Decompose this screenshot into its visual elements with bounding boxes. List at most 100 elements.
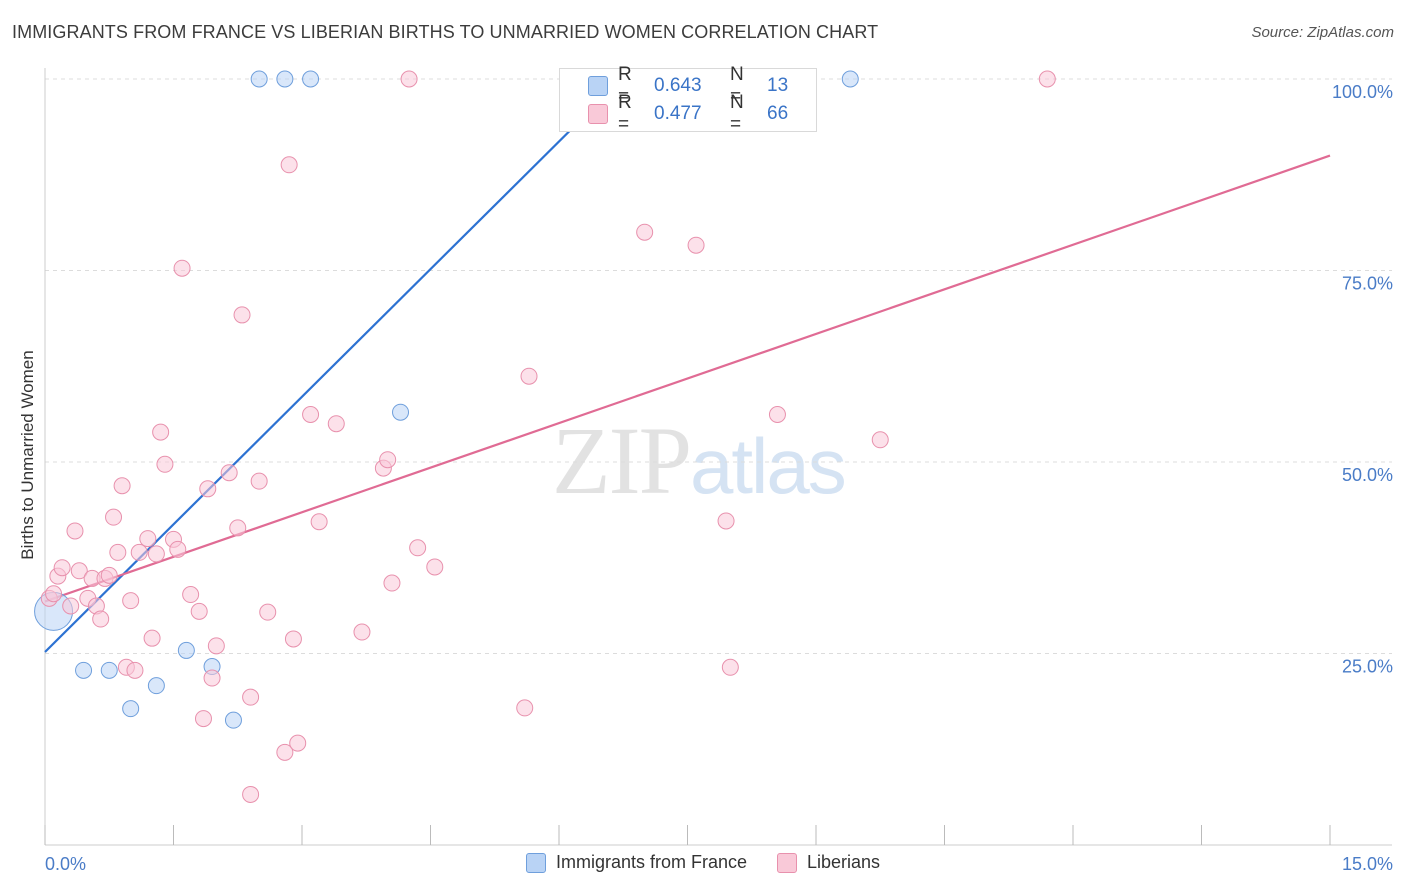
watermark-zip: ZIP [552,407,692,514]
france-trend-line [44,78,623,653]
liberians-point-43 [284,630,302,648]
liberians-point-18 [126,661,144,679]
legend-swatch-france [525,852,546,873]
liberians-point-56 [520,367,538,385]
liberians-point-54 [426,558,444,576]
liberians-point-15 [113,477,131,495]
liberians-r-value: 0.477 [654,103,702,124]
liberians-point-50 [379,451,397,469]
liberians-point-34 [220,464,238,482]
liberians-point-55 [516,699,534,717]
liberians-point-46 [310,513,328,531]
stats-legend: R = 0.643 N = 13 R = 0.477 N = 66 [559,64,817,135]
liberians-point-35 [229,519,247,537]
liberians-point-42 [280,156,298,174]
liberians-point-45 [302,406,320,424]
liberians-point-21 [143,629,161,647]
legend-item-france[interactable]: Immigrants from France [525,852,747,873]
liberians-point-39 [250,472,268,490]
france-n-label: N = [730,64,744,107]
watermark: ZIPatlas [552,405,847,516]
liberians-point-1 [45,585,63,603]
france-point-12 [841,70,859,88]
legend-swatch-liberians [777,852,797,873]
liberians-swatch [588,104,608,124]
liberians-trend-line [44,154,1331,603]
liberians-point-30 [194,710,212,728]
liberians-point-58 [687,236,705,254]
france-point-3 [122,700,140,718]
y-tick-label-3: 100.0% [1332,82,1393,102]
france-point-10 [302,70,320,88]
legend-label-liberians: Liberians [807,852,881,872]
liberians-point-24 [156,455,174,473]
liberians-point-31 [199,480,217,498]
liberians-point-63 [1038,70,1056,88]
liberians-n-label: N = [730,92,744,135]
liberians-point-10 [92,610,110,628]
france-n-value: 13 [767,75,789,96]
liberians-point-22 [147,545,165,563]
liberians-point-44 [289,734,307,752]
bottom-legend: Immigrants from France Liberians [0,852,1406,873]
y-tick-label-1: 50.0% [1342,465,1393,485]
liberians-point-41 [276,743,294,761]
liberians-point-59 [717,512,735,530]
liberians-point-4 [62,597,80,615]
axes [44,68,1392,846]
liberians-point-36 [233,306,251,324]
chart-title: IMMIGRANTS FROM FRANCE VS LIBERIAN BIRTH… [12,22,879,42]
liberians-point-19 [130,543,148,561]
liberians-point-33 [207,637,225,655]
liberians-r-label: R = [618,92,632,135]
liberians-point-40 [259,603,277,621]
liberians-point-17 [122,592,140,610]
france-point-9 [276,70,294,88]
tick-labels: 25.0% 50.0% 75.0% 100.0% 0.0% 15.0% [45,82,1393,874]
liberians-point-28 [182,586,200,604]
france-point-5 [177,641,195,659]
france-swatch [588,76,608,96]
france-point-2 [100,661,118,679]
liberians-point-47 [327,415,345,433]
liberians-point-62 [871,431,889,449]
liberians-point-27 [173,259,191,277]
liberians-point-52 [400,70,418,88]
liberians-point-61 [768,406,786,424]
liberians-point-37 [242,688,260,706]
liberians-point-38 [242,785,260,803]
liberians-point-48 [353,623,371,641]
liberians-point-53 [409,539,427,557]
y-tick-label-2: 75.0% [1342,274,1393,294]
legend-label-france: Immigrants from France [555,852,747,872]
liberians-point-14 [109,543,127,561]
liberians-point-57 [636,223,654,241]
data-points [34,70,1056,803]
liberians-point-6 [70,562,88,580]
france-point-8 [250,70,268,88]
y-tick-label-0: 25.0% [1342,657,1393,677]
liberians-point-60 [721,658,739,676]
liberians-point-5 [66,522,84,540]
liberians-point-20 [139,530,157,548]
liberians-point-29 [190,602,208,620]
watermark-atlas: atlas [690,422,847,510]
liberians-point-13 [105,508,123,526]
liberians-n-value: 66 [767,103,789,124]
trend-lines [44,78,1331,653]
liberians-point-26 [169,540,187,558]
france-point-4 [147,677,165,695]
france-r-label: R = [618,64,632,107]
liberians-point-51 [383,574,401,592]
liberians-point-12 [100,566,118,584]
france-r-value: 0.643 [654,75,702,96]
france-point-11 [392,403,410,421]
liberians-point-3 [53,559,71,577]
legend-item-liberians[interactable]: Liberians [777,852,880,873]
liberians-point-32 [203,669,221,687]
france-point-1 [75,661,93,679]
x-tick-label-0: 0.0% [45,854,86,874]
source-label: Source: ZipAtlas.com [1251,24,1394,41]
liberians-point-23 [152,423,170,441]
